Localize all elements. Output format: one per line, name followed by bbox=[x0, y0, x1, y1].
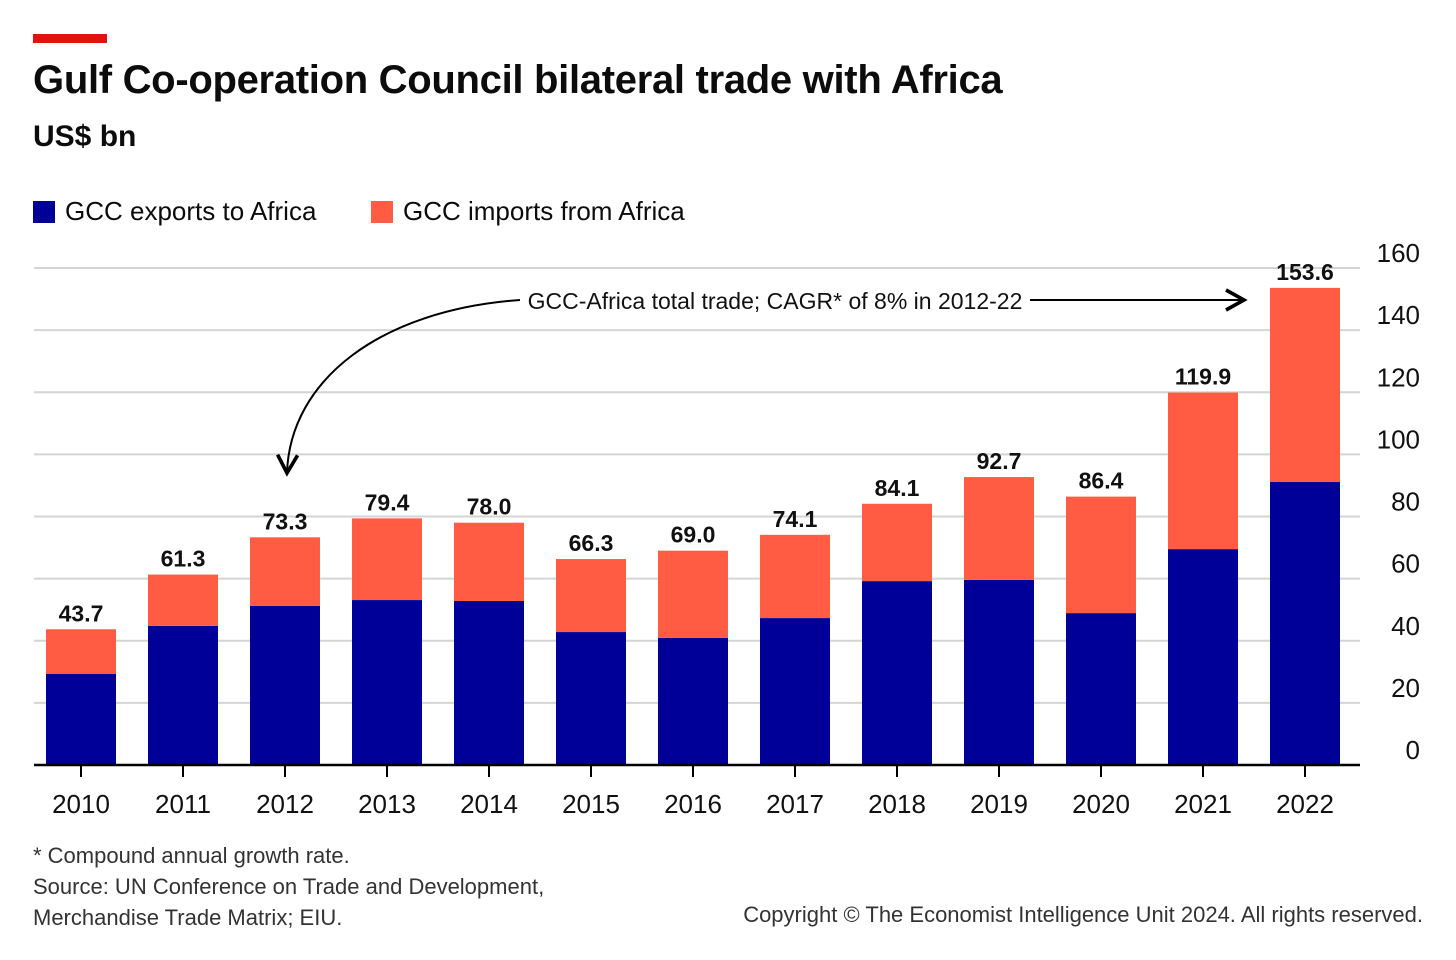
x-tick-label: 2015 bbox=[562, 789, 620, 819]
bar-exports bbox=[352, 600, 422, 765]
bar-imports bbox=[352, 518, 422, 601]
bar-imports bbox=[46, 629, 116, 674]
bar-exports bbox=[964, 579, 1034, 765]
x-tick-label: 2017 bbox=[766, 789, 824, 819]
bar-imports bbox=[556, 559, 626, 633]
legend-item-exports: GCC exports to Africa bbox=[33, 196, 316, 227]
legend-item-imports: GCC imports from Africa bbox=[371, 196, 685, 227]
bar-exports bbox=[556, 632, 626, 765]
total-label: 61.3 bbox=[161, 546, 206, 572]
footnote: * Compound annual growth rate. bbox=[33, 843, 350, 868]
chart-title: Gulf Co-operation Council bilateral trad… bbox=[33, 58, 1003, 102]
bar-exports bbox=[454, 600, 524, 765]
total-label: 92.7 bbox=[977, 448, 1022, 474]
legend-swatch-exports bbox=[33, 200, 55, 223]
x-tick-label: 2013 bbox=[358, 789, 416, 819]
bar-exports bbox=[760, 618, 830, 765]
legend-label-exports: GCC exports to Africa bbox=[65, 196, 317, 226]
bar-exports bbox=[1270, 482, 1340, 765]
x-tick-label: 2021 bbox=[1174, 789, 1232, 819]
bar-exports bbox=[148, 625, 218, 765]
legend-label-imports: GCC imports from Africa bbox=[403, 196, 685, 226]
source-line-2: Merchandise Trade Matrix; EIU. bbox=[33, 905, 343, 930]
x-tick-label: 2018 bbox=[868, 789, 926, 819]
bar-exports bbox=[1168, 549, 1238, 765]
x-tick-label: 2020 bbox=[1072, 789, 1130, 819]
total-label: 74.1 bbox=[773, 506, 818, 532]
bar-imports bbox=[760, 534, 830, 619]
bar-imports bbox=[658, 550, 728, 638]
bar-imports bbox=[454, 522, 524, 601]
source-line-1: Source: UN Conference on Trade and Devel… bbox=[33, 874, 545, 899]
y-tick-label: 140 bbox=[1377, 300, 1420, 330]
y-tick-label: 120 bbox=[1377, 362, 1420, 392]
total-label: 78.0 bbox=[467, 494, 512, 520]
x-tick-label: 2014 bbox=[460, 789, 518, 819]
copyright: Copyright © The Economist Intelligence U… bbox=[743, 902, 1423, 927]
bar-imports bbox=[1270, 287, 1340, 483]
total-label: 119.9 bbox=[1175, 364, 1231, 390]
y-tick-label: 40 bbox=[1391, 611, 1420, 641]
total-label: 153.6 bbox=[1276, 259, 1334, 285]
annotation-text: GCC-Africa total trade; CAGR* of 8% in 2… bbox=[528, 288, 1023, 314]
x-tick-label: 2019 bbox=[970, 789, 1028, 819]
y-tick-label: 0 bbox=[1406, 735, 1420, 765]
total-label: 84.1 bbox=[875, 475, 920, 501]
total-label: 43.7 bbox=[59, 600, 104, 626]
x-tick-label: 2012 bbox=[256, 789, 314, 819]
bar-exports bbox=[862, 581, 932, 765]
y-tick-label: 20 bbox=[1391, 673, 1420, 703]
total-label: 86.4 bbox=[1079, 468, 1124, 494]
x-tick-label: 2022 bbox=[1276, 789, 1334, 819]
chart-subtitle: US$ bn bbox=[33, 120, 137, 153]
bar-imports bbox=[1168, 392, 1238, 550]
total-label: 73.3 bbox=[263, 508, 308, 534]
legend-swatch-imports bbox=[371, 200, 393, 223]
brand-accent-bar bbox=[33, 34, 107, 43]
y-tick-label: 60 bbox=[1391, 549, 1420, 579]
bar-imports bbox=[1066, 496, 1136, 614]
footnotes: * Compound annual growth rate. Source: U… bbox=[33, 840, 544, 933]
total-label: 66.3 bbox=[569, 530, 614, 556]
x-tick-label: 2010 bbox=[52, 789, 110, 819]
y-tick-label: 80 bbox=[1391, 487, 1420, 517]
bar-exports bbox=[250, 605, 320, 765]
bar-exports bbox=[658, 637, 728, 765]
y-tick-label: 100 bbox=[1377, 424, 1420, 454]
x-tick-label: 2011 bbox=[155, 789, 211, 819]
y-tick-label: 160 bbox=[1377, 238, 1420, 268]
annotation-curved-arrow bbox=[276, 299, 521, 477]
bar-exports bbox=[46, 673, 116, 765]
total-label: 69.0 bbox=[671, 522, 716, 548]
bar-exports bbox=[1066, 613, 1136, 765]
bar-imports bbox=[862, 503, 932, 582]
bar-imports bbox=[964, 477, 1034, 580]
bar-imports bbox=[250, 537, 320, 606]
x-tick-label: 2016 bbox=[664, 789, 722, 819]
total-label: 79.4 bbox=[365, 489, 410, 515]
bar-imports bbox=[148, 574, 218, 626]
